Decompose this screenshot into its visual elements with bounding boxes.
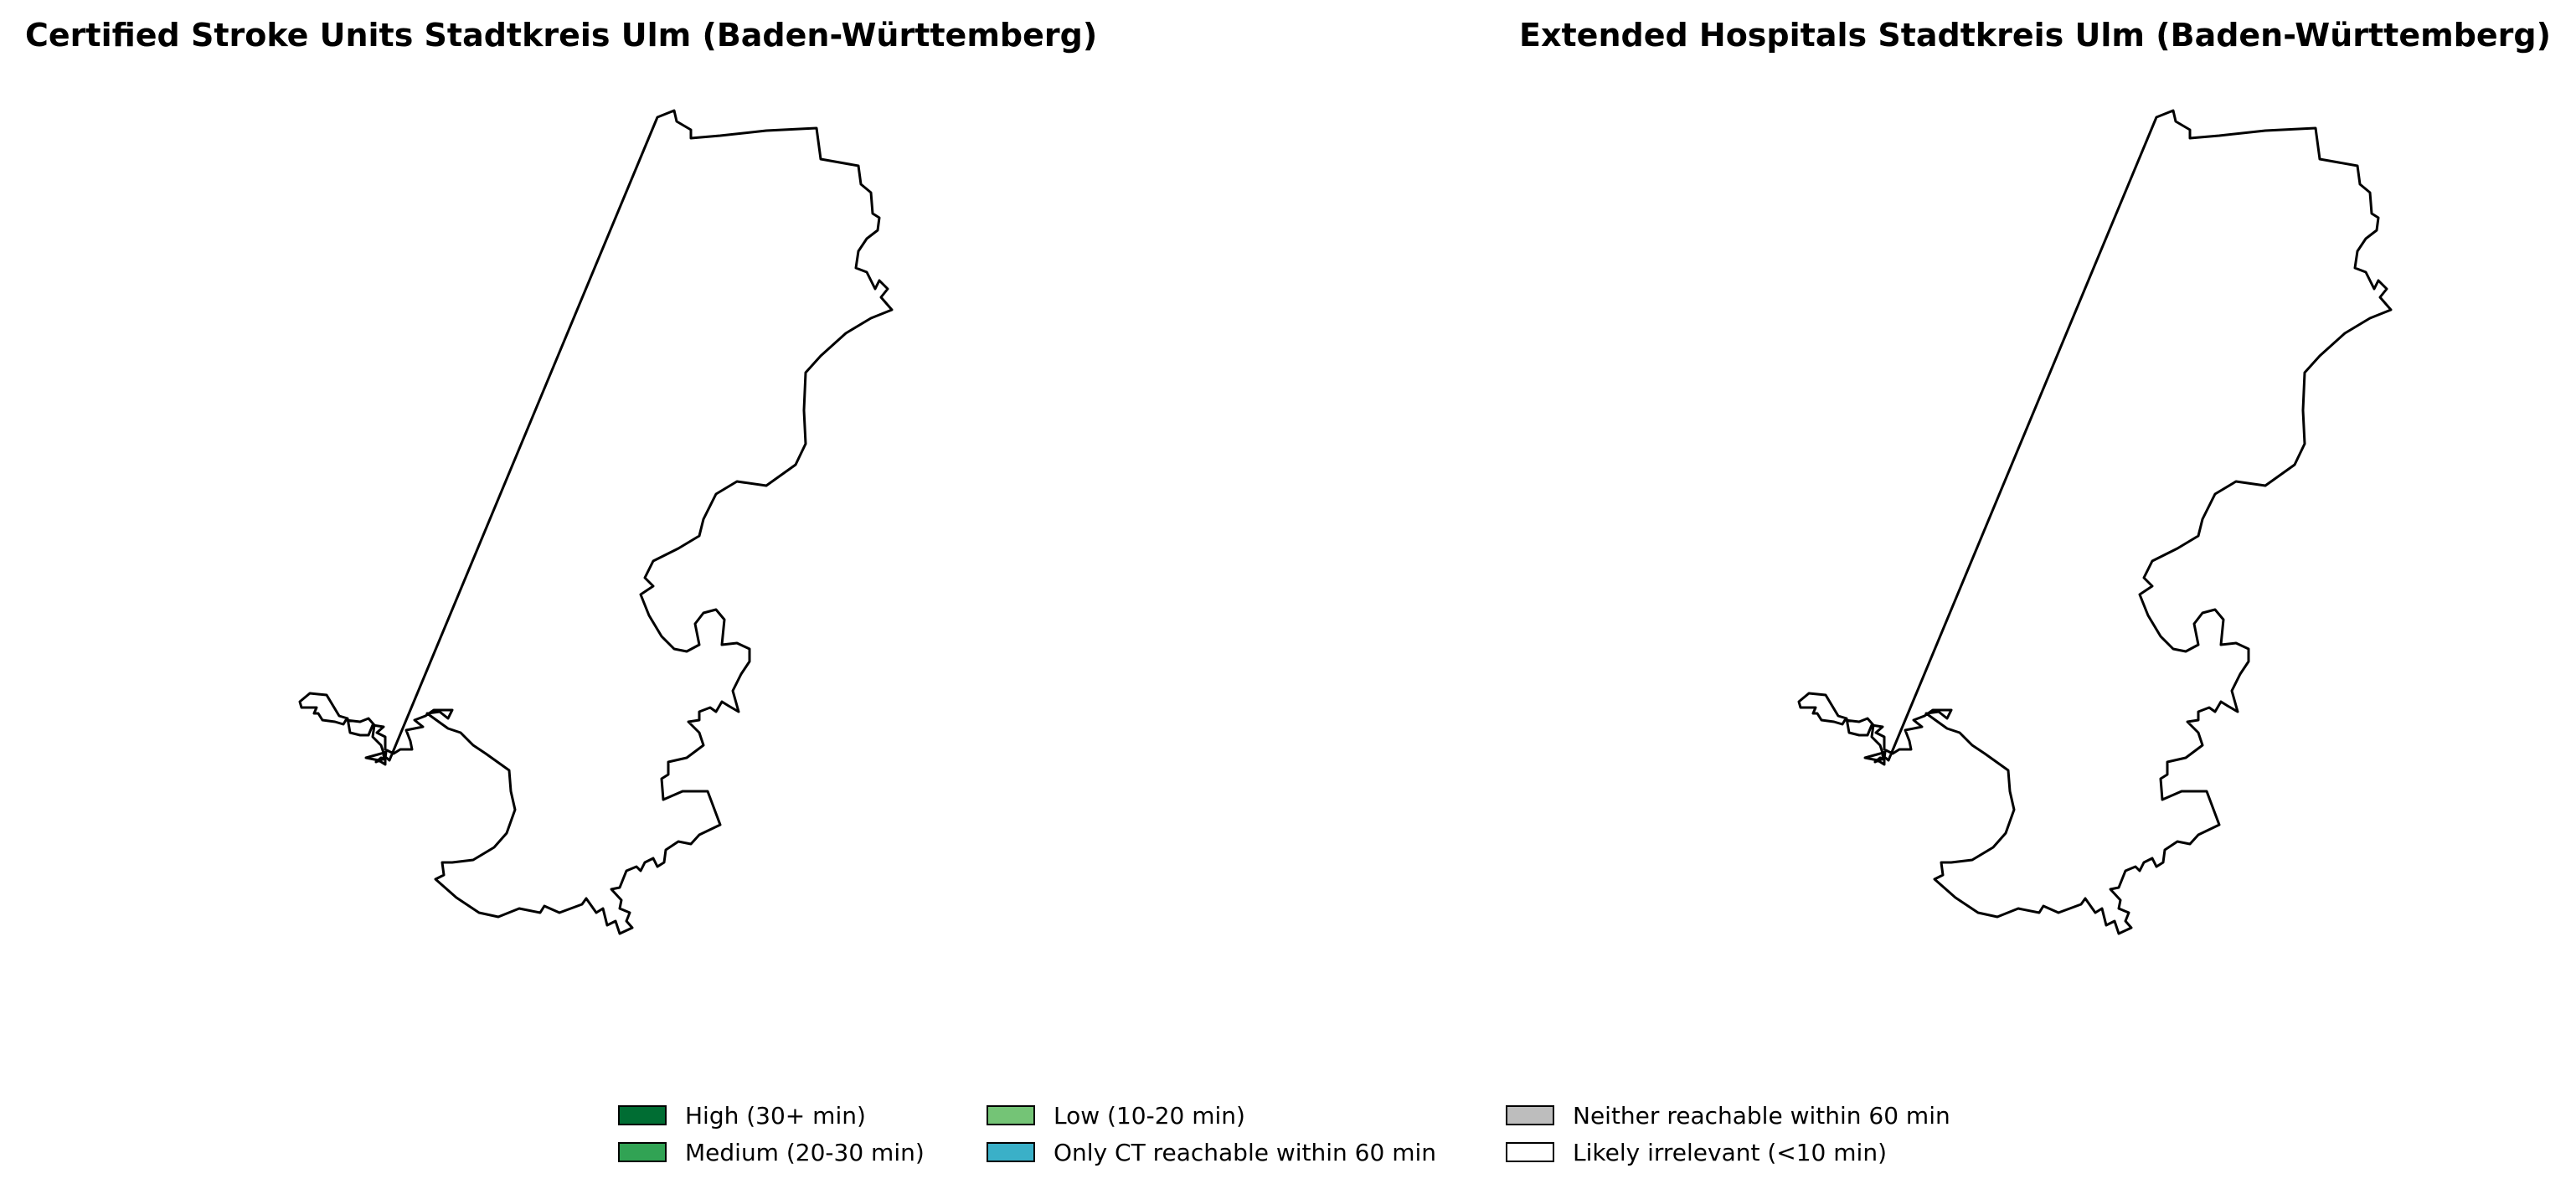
map-title-extended-hospitals: Extended Hospitals Stadtkreis Ulm (Baden… [1519,17,2551,54]
legend: High (30+ min) Medium (20-30 min) Low (1… [618,1097,1991,1189]
map-outline-stroke-units [298,109,894,935]
legend-label-low: Low (10-20 min) [1054,1101,1245,1130]
legend-label-irrelevant: Likely irrelevant (<10 min) [1573,1138,1887,1166]
legend-label-medium: Medium (20-30 min) [685,1138,925,1166]
legend-swatch-irrelevant [1506,1142,1554,1162]
legend-item-neither: Neither reachable within 60 min [1506,1097,1950,1134]
map-title-stroke-units: Certified Stroke Units Stadtkreis Ulm (B… [25,17,1098,54]
legend-swatch-neither [1506,1105,1554,1125]
legend-item-medium: Medium (20-30 min) [618,1134,925,1171]
map-outline-extended-hospitals [1797,109,2393,935]
legend-item-high: High (30+ min) [618,1097,866,1134]
legend-label-high: High (30+ min) [685,1101,866,1130]
legend-swatch-high [618,1105,667,1125]
legend-item-irrelevant: Likely irrelevant (<10 min) [1506,1134,1887,1171]
legend-swatch-only-ct [987,1142,1035,1162]
legend-item-low: Low (10-20 min) [987,1097,1245,1134]
legend-label-only-ct: Only CT reachable within 60 min [1054,1138,1437,1166]
legend-item-only-ct: Only CT reachable within 60 min [987,1134,1436,1171]
legend-label-neither: Neither reachable within 60 min [1573,1101,1950,1130]
legend-swatch-low [987,1105,1035,1125]
legend-swatch-medium [618,1142,667,1162]
